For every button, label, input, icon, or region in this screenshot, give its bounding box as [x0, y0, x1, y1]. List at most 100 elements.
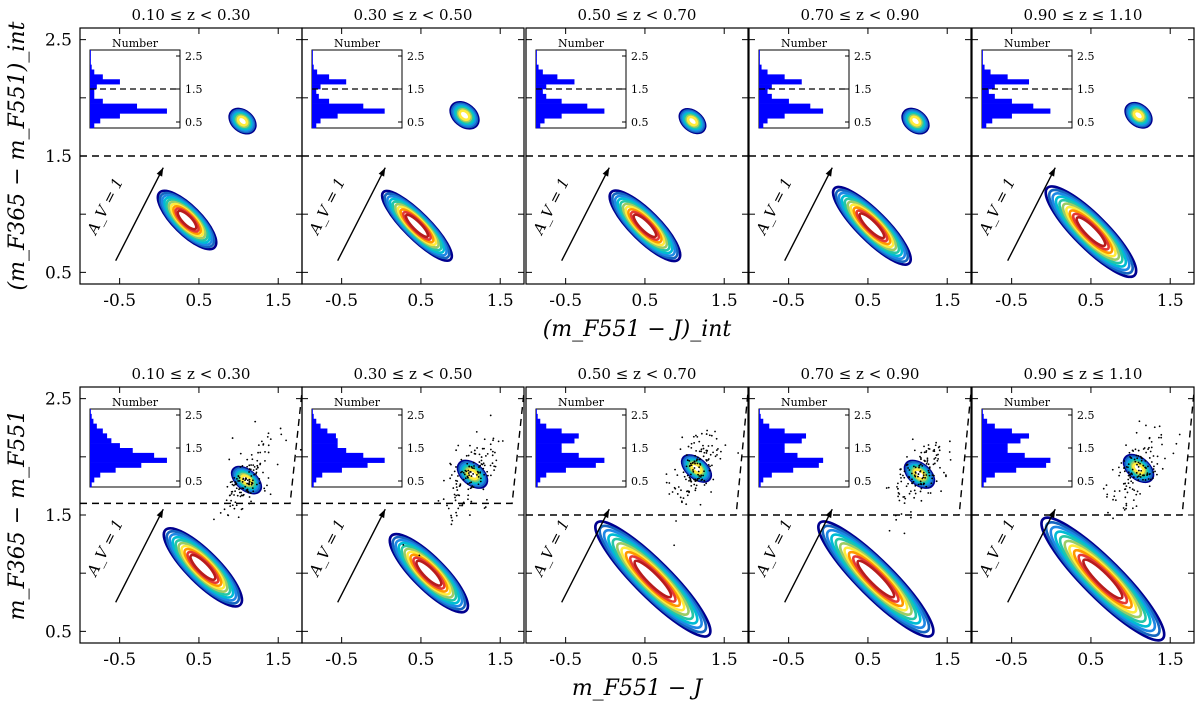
data-point: [900, 476, 902, 479]
contour-group: [817, 459, 936, 638]
extinction-arrow: [561, 508, 610, 603]
data-point: [468, 465, 471, 468]
inset-tick-label: 2.5: [854, 50, 872, 63]
data-point: [251, 458, 254, 461]
inset-bar: [759, 79, 802, 85]
data-point: [705, 482, 708, 485]
inset-tick-label: 0.5: [407, 475, 425, 488]
inset-bar: [982, 93, 995, 100]
inset-bar: [759, 108, 824, 114]
data-point: [457, 507, 460, 510]
data-point: [235, 487, 238, 490]
data-point: [690, 484, 693, 487]
x-tick-label: 0.5: [407, 650, 434, 670]
data-point: [447, 507, 450, 510]
data-point: [714, 455, 717, 458]
contour-level: [1058, 534, 1147, 624]
data-point: [491, 450, 494, 453]
panel-title: 0.50 ≤ z < 0.70: [578, 365, 697, 383]
x-tick-label: -0.5: [325, 650, 358, 670]
data-point: [266, 436, 269, 438]
data-point: [465, 470, 468, 473]
data-point: [476, 447, 479, 449]
contour-level: [176, 209, 198, 231]
data-point: [690, 447, 693, 449]
data-point: [707, 463, 710, 466]
x-tick-label: 0.5: [185, 650, 212, 670]
data-point: [455, 511, 457, 514]
data-point: [259, 462, 262, 465]
data-point: [919, 463, 922, 466]
data-point: [1141, 474, 1144, 477]
data-point: [491, 454, 494, 457]
contour-level: [1082, 558, 1124, 600]
data-point: [1138, 420, 1141, 423]
arrow-label: A_V = 1: [82, 516, 127, 580]
inset-bar: [90, 428, 103, 434]
data-point: [252, 464, 255, 467]
data-point: [473, 465, 475, 467]
inset-bar: [90, 84, 97, 90]
data-point: [885, 487, 888, 489]
data-point: [418, 554, 421, 557]
data-point: [464, 477, 467, 480]
data-point: [250, 500, 252, 503]
contour-level: [404, 213, 430, 239]
data-point: [703, 451, 706, 454]
inset-bar: [312, 438, 338, 444]
inset-bar: [312, 64, 314, 70]
data-point: [695, 459, 698, 462]
data-point: [450, 523, 453, 526]
data-point: [695, 449, 698, 452]
data-point: [483, 438, 486, 441]
data-point: [692, 435, 695, 438]
data-point: [913, 474, 916, 477]
data-point: [251, 481, 253, 484]
data-point: [1125, 507, 1127, 510]
data-point: [925, 485, 928, 488]
extinction-arrow: [115, 167, 164, 262]
data-point: [700, 450, 703, 453]
contour-level: [686, 115, 699, 127]
data-point: [690, 464, 693, 467]
data-point: [1118, 474, 1121, 477]
data-point: [683, 475, 686, 478]
data-point: [257, 444, 260, 447]
data-point: [228, 458, 231, 461]
inset-bar: [312, 418, 317, 424]
data-point: [1145, 451, 1148, 454]
data-point: [1158, 436, 1160, 439]
inset-tick-label: 1.5: [185, 442, 203, 455]
data-point: [906, 455, 908, 458]
data-point: [908, 476, 911, 479]
inset-bar: [312, 79, 347, 85]
data-point: [688, 460, 691, 462]
data-point: [908, 492, 911, 495]
scatter-points: [885, 438, 952, 535]
data-point: [686, 459, 689, 462]
data-point: [682, 497, 685, 500]
inset-tick-label: 0.5: [185, 475, 203, 488]
data-point: [720, 450, 722, 453]
x-tick-label: 1.5: [711, 291, 738, 311]
data-point: [1131, 507, 1134, 510]
inset-tick-label: 0.5: [407, 116, 425, 129]
data-point: [724, 444, 727, 447]
data-point: [927, 492, 930, 494]
data-point: [1111, 468, 1114, 471]
data-point: [933, 458, 936, 460]
inset-title: Number: [558, 37, 605, 50]
data-point: [926, 460, 929, 463]
data-point: [1124, 488, 1127, 490]
inset-bar: [312, 433, 336, 439]
data-point: [914, 466, 917, 469]
data-point: [262, 443, 265, 445]
data-point: [665, 481, 668, 484]
data-point: [1135, 471, 1138, 474]
data-point: [702, 447, 705, 450]
data-point: [470, 451, 473, 454]
data-point: [715, 449, 718, 452]
data-point: [452, 487, 455, 489]
data-point: [1113, 495, 1116, 498]
inset-bar: [90, 418, 94, 424]
